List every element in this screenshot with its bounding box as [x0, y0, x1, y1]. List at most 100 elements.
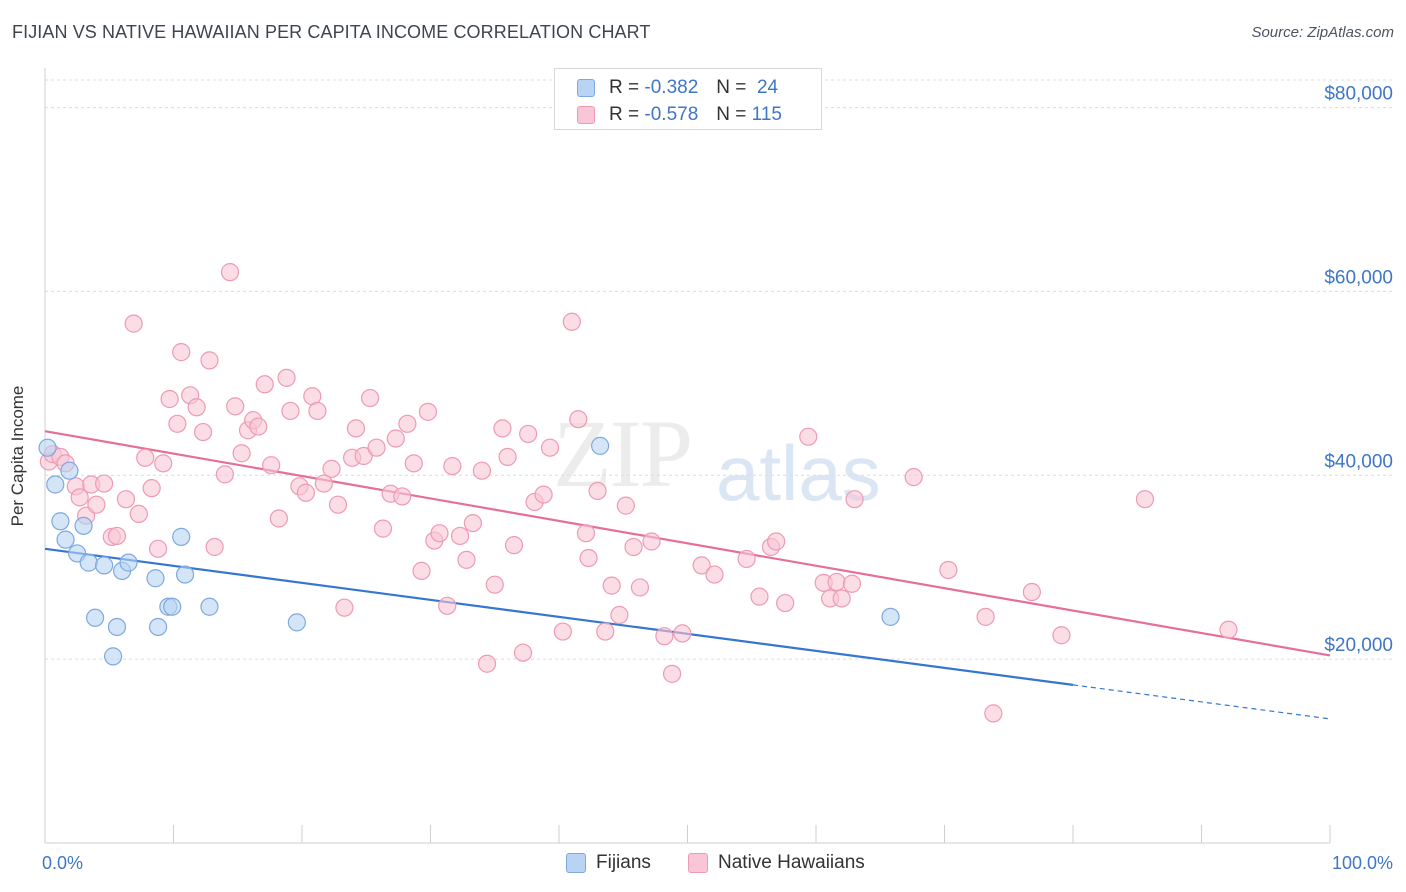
native-hawaiian-point-96 [737, 549, 756, 569]
fijian-point-13 [119, 553, 138, 572]
native-hawaiian-point-108 [904, 468, 923, 487]
legend-r-value: -0.382 [644, 77, 699, 98]
legend-r-label: R = [609, 77, 640, 98]
fijian-point-14 [146, 569, 165, 588]
legend-n-label: N = [716, 77, 747, 98]
fijian-point-19 [175, 565, 195, 584]
native-hawaiian-point-54 [386, 429, 405, 448]
native-hawaiian-point-40 [296, 483, 315, 502]
native-hawaiian-point-67 [472, 461, 491, 480]
tick-labels: $20,000 $40,000 $60,000 $80,000 0.0% 100.0% [42, 84, 1393, 873]
native-hawaiian-point-33 [249, 417, 268, 436]
native-hawaiian-point-57 [404, 454, 423, 473]
fijian-point-10 [104, 647, 123, 666]
legend-r-value: -0.578 [644, 104, 699, 125]
native-hawaiian-point-104 [827, 572, 846, 592]
native-hawaiian-point-24 [193, 422, 213, 442]
series-swatch-native-hawaiians [688, 853, 708, 873]
native-hawaiian-point-68 [477, 654, 497, 673]
native-hawaiian-point-21 [172, 343, 191, 362]
native-hawaiian-point-65 [457, 550, 476, 569]
native-hawaiian-point-61 [430, 524, 449, 543]
fijian-point-4 [60, 461, 79, 480]
native-hawaiian-point-59 [418, 402, 438, 421]
series-label-fijians: Fijians [596, 852, 651, 873]
trend-line-extension-0 [1072, 684, 1331, 720]
native-hawaiian-point-13 [129, 504, 148, 523]
legend-r-label: R = [609, 104, 640, 125]
fijian-point-3 [56, 530, 75, 549]
data-points [38, 263, 1238, 723]
native-hawaiian-point-87 [616, 496, 635, 515]
native-hawaiian-point-84 [596, 622, 615, 641]
native-hawaiian-point-99 [767, 532, 786, 551]
native-hawaiian-point-86 [610, 605, 629, 625]
native-hawaiian-point-35 [262, 456, 281, 475]
native-hawaiian-point-55 [393, 487, 412, 506]
fijian-point-9 [95, 556, 114, 575]
native-hawaiian-point-29 [226, 397, 245, 416]
native-hawaiian-point-115 [1219, 620, 1238, 639]
native-hawaiian-point-95 [705, 565, 724, 584]
native-hawaiian-point-70 [493, 419, 512, 438]
native-hawaiian-point-25 [200, 351, 219, 370]
fijian-point-11 [107, 617, 127, 637]
fijian-point-6 [74, 516, 93, 535]
native-hawaiian-point-62 [438, 596, 457, 615]
x-tick-label-end: 100.0% [1332, 853, 1393, 873]
native-hawaiian-point-101 [799, 427, 818, 446]
native-hawaiian-point-106 [842, 574, 862, 593]
native-hawaiian-point-112 [1022, 582, 1041, 602]
fijian-point-23 [881, 607, 900, 626]
native-hawaiian-point-97 [750, 587, 769, 606]
native-hawaiian-point-44 [322, 459, 341, 478]
native-hawaiian-point-50 [361, 388, 380, 408]
series-legend: Fijians Native Hawaiians [0, 852, 1406, 876]
fijian-point-18 [172, 527, 191, 546]
native-hawaiian-point-89 [630, 578, 650, 597]
native-hawaiian-point-51 [367, 438, 386, 457]
native-hawaiian-point-80 [569, 410, 588, 429]
trend-line-0 [44, 547, 1074, 686]
fijian-point-22 [591, 436, 610, 455]
native-hawaiian-point-81 [576, 524, 596, 543]
native-hawaiian-point-78 [553, 622, 572, 641]
fijian-point-15 [148, 617, 168, 637]
native-hawaiian-point-18 [154, 454, 173, 473]
native-hawaiian-point-30 [232, 444, 251, 463]
native-hawaiian-point-113 [1052, 626, 1071, 645]
native-hawaiian-point-48 [346, 419, 366, 438]
series-label-native-hawaiians: Native Hawaiians [718, 852, 865, 873]
fijian-point-17 [163, 597, 182, 616]
native-hawaiian-point-52 [373, 519, 393, 538]
y-tick-label-0: $20,000 [1324, 635, 1393, 656]
native-hawaiian-point-58 [412, 561, 431, 580]
native-hawaiian-point-42 [308, 401, 327, 421]
native-hawaiian-point-63 [443, 456, 462, 476]
fijian-point-0 [38, 438, 57, 457]
fijian-point-7 [79, 553, 98, 572]
legend-row-native-hawaiians: R = -0.578 N = 115 [577, 104, 782, 126]
native-hawaiian-point-66 [463, 513, 483, 533]
fijian-point-21 [287, 613, 306, 632]
native-hawaiian-point-73 [513, 643, 533, 662]
native-hawaiian-point-88 [624, 537, 643, 557]
legend-row-fijians: R = -0.382 N = 24 [577, 77, 778, 99]
native-hawaiian-point-26 [205, 537, 224, 557]
chart-title: FIJIAN VS NATIVE HAWAIIAN PER CAPITA INC… [12, 22, 651, 42]
native-hawaiian-point-71 [498, 447, 517, 467]
correlation-legend: R = -0.382 N = 24 R = -0.578 N = 115 [554, 68, 822, 130]
series-legend-fijians: Fijians [566, 852, 651, 874]
legend-n-value: 24 [756, 77, 779, 98]
native-hawaiian-point-92 [662, 664, 682, 683]
native-hawaiian-point-83 [588, 481, 607, 501]
trend-lines [44, 430, 1331, 720]
native-hawaiian-point-27 [215, 465, 234, 484]
chart-source: Source: ZipAtlas.com [1251, 24, 1394, 41]
native-hawaiian-point-85 [602, 576, 621, 595]
native-hawaiian-point-64 [450, 526, 470, 546]
native-hawaiian-point-37 [277, 368, 296, 387]
y-tick-label-1: $40,000 [1324, 451, 1393, 472]
native-hawaiian-point-34 [255, 375, 274, 394]
